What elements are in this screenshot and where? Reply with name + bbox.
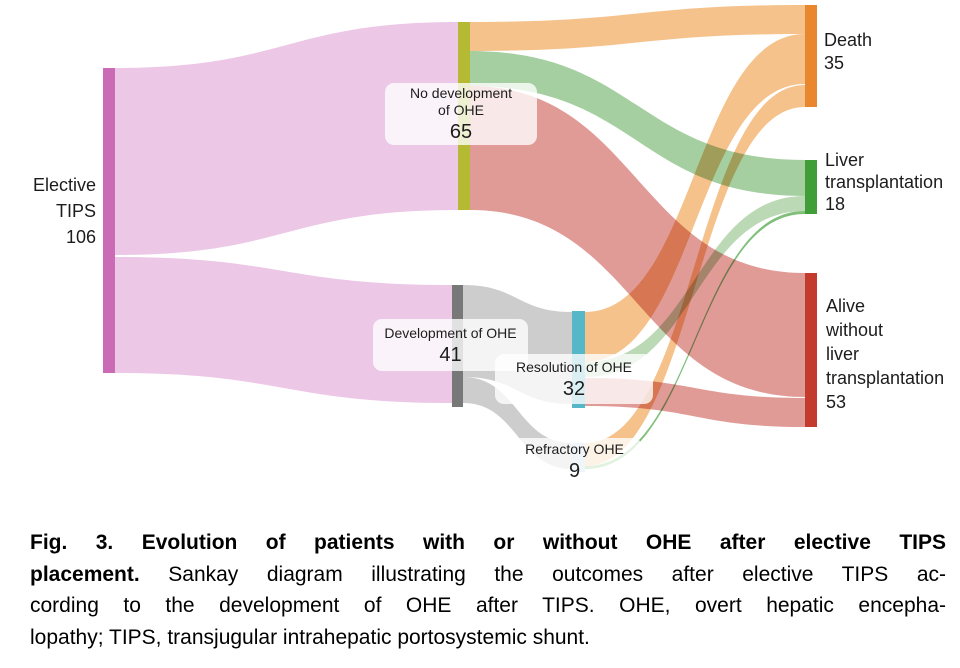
label-development-of-ohe: Development of OHE 41 xyxy=(373,319,528,371)
flow-tips-to-nodev xyxy=(115,22,458,255)
label-elective-tips: Elective TIPS 106 xyxy=(32,175,96,247)
label-death: Death 35 xyxy=(824,30,873,73)
development-of-ohe-title: Development of OHE xyxy=(384,324,517,341)
label-no-development-of-ohe: No development of OHE 65 xyxy=(385,83,537,145)
label-refractory-ohe: Refractory OHE 9 xyxy=(507,438,642,485)
node-death xyxy=(805,5,817,107)
node-lt xyxy=(805,160,817,214)
node-tips xyxy=(103,68,115,373)
node-alive xyxy=(805,273,817,427)
label-liver-transplantation: Liver transplantation 18 xyxy=(825,150,944,214)
figure-caption: Fig. 3. Evolution of patients with or wi… xyxy=(30,527,946,653)
label-resolution-of-ohe: Resolution of OHE 32 xyxy=(495,354,653,404)
flow-ref-to-lt xyxy=(585,211,805,469)
resolution-of-ohe-title: Resolution of OHE xyxy=(516,358,632,375)
caption-line-1: Fig. 3. Evolution of patients with or wi… xyxy=(30,531,946,554)
no-development-of-ohe-title: No development of OHE xyxy=(410,85,512,118)
sankey-canvas xyxy=(103,5,817,472)
caption-line-3: cording to the development of OHE after … xyxy=(30,594,946,617)
flow-res-to-death xyxy=(585,34,805,362)
no-development-of-ohe-value: 65 xyxy=(449,121,473,143)
refractory-ohe-title: Refractory OHE xyxy=(525,441,624,457)
caption-line-2: placement. Sankay diagram illustrating t… xyxy=(30,562,946,586)
flow-nodev-to-death xyxy=(470,5,805,51)
label-alive-without-liver-transplantation: Alive without liver transplantation 53 xyxy=(826,296,945,412)
flow-nodev-to-alive xyxy=(470,86,805,397)
flow-tips-to-dev xyxy=(115,257,452,403)
flow-ref-to-death xyxy=(585,85,805,466)
caption-line-4: lopathy; TIPS, transjugular intrahepatic… xyxy=(30,625,590,649)
resolution-of-ohe-value: 32 xyxy=(562,377,586,400)
development-of-ohe-value: 41 xyxy=(439,343,462,366)
sankey-diagram: Elective TIPS 106 No development of OHE … xyxy=(32,5,945,485)
refractory-ohe-value: 9 xyxy=(568,460,581,482)
